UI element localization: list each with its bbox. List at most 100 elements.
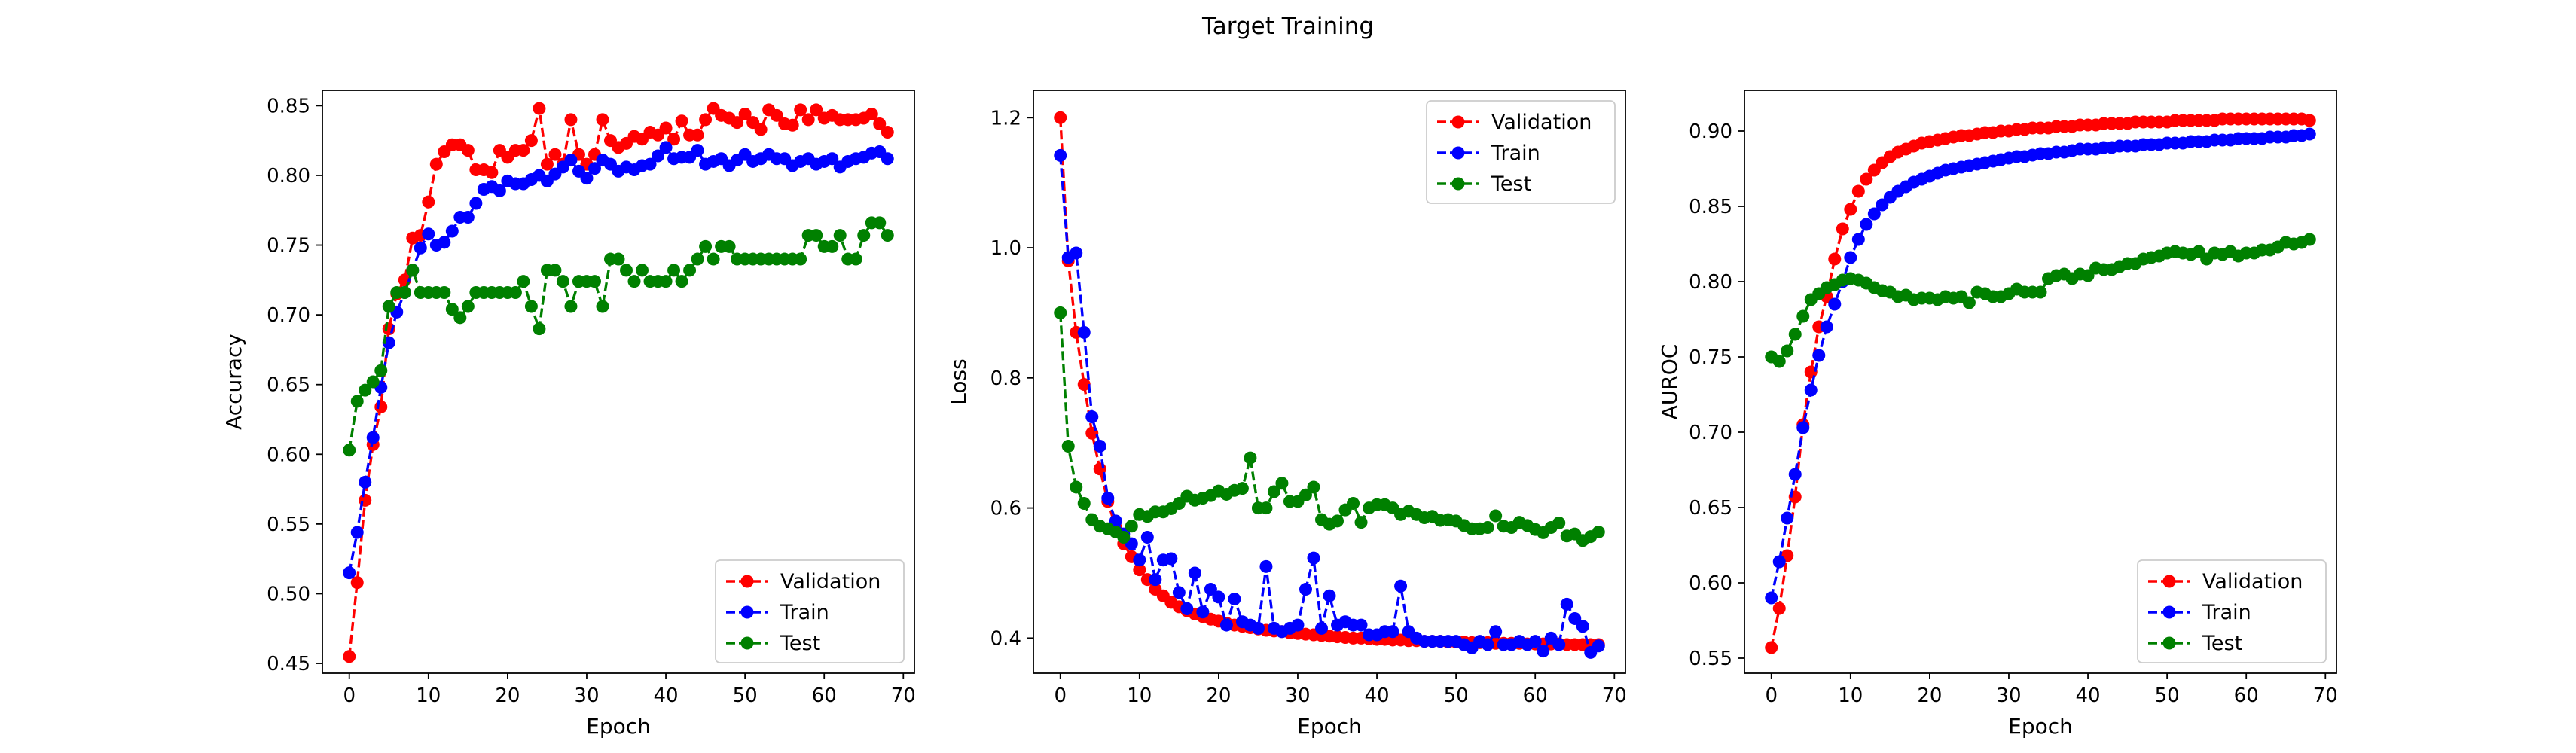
accuracy-validation-point	[699, 113, 713, 127]
accuracy-test-point	[524, 300, 538, 313]
loss-train-point	[1259, 559, 1273, 573]
loss-validation-point	[1054, 111, 1067, 124]
loss-x-axis-label: Epoch	[1297, 714, 1362, 739]
accuracy-y-tick-label: 0.85	[267, 95, 310, 117]
accuracy-validation-point	[533, 102, 546, 115]
loss-train-point	[1172, 586, 1186, 599]
auroc-legend-test-label: Test	[2202, 632, 2242, 655]
auroc-y-axis-label: AUROC	[1657, 344, 1682, 420]
accuracy-legend-validation-swatch-marker	[740, 575, 754, 588]
accuracy-legend-test-label: Test	[780, 632, 820, 655]
loss-train-point	[1109, 514, 1122, 528]
auroc-validation-point	[1765, 641, 1778, 654]
loss-train-point	[1291, 618, 1305, 632]
loss-y-tick-label: 1.0	[990, 237, 1021, 260]
auroc-y-tick-label: 0.75	[1689, 346, 1732, 369]
accuracy-test-point	[683, 264, 697, 277]
loss-x-tick-label: 70	[1602, 684, 1627, 707]
accuracy-train-point	[366, 431, 380, 444]
loss-x-tick-label: 50	[1444, 684, 1469, 707]
accuracy-validation-point	[691, 128, 704, 142]
loss-test-point	[1347, 497, 1360, 511]
loss-test-point	[1307, 480, 1320, 494]
accuracy-y-tick-label: 0.50	[267, 583, 310, 605]
accuracy-test-point	[588, 275, 601, 288]
accuracy-validation-point	[873, 117, 887, 130]
auroc-validation-point	[1867, 163, 1881, 177]
accuracy-train-line	[348, 145, 889, 574]
accuracy-validation-point	[517, 144, 530, 157]
accuracy-test-point	[620, 264, 633, 277]
auroc-train-point	[1867, 207, 1881, 221]
accuracy-panel: 0 10 20 30 40 50 60 70 0.45 0.50 0.55 0.60 0.65 0.70 0…	[221, 90, 916, 739]
accuracy-validation-point	[794, 103, 807, 117]
accuracy-test-point	[826, 239, 839, 253]
accuracy-train-point	[461, 211, 475, 224]
accuracy-y-axis-label: Accuracy	[221, 334, 246, 430]
loss-train-point	[1314, 621, 1328, 635]
accuracy-train-point	[643, 157, 657, 171]
loss-test-point	[1267, 485, 1280, 498]
accuracy-train-point	[438, 236, 451, 249]
loss-train-point	[1149, 573, 1162, 587]
auroc-legend: Validation Train Test	[2137, 559, 2327, 663]
loss-train-line	[1059, 155, 1600, 655]
loss-train-point	[1204, 583, 1217, 596]
accuracy-y-tick-label: 0.45	[267, 653, 310, 675]
accuracy-validation-point	[564, 113, 578, 127]
loss-train-point	[1219, 618, 1233, 632]
accuracy-legend-validation-label: Validation	[780, 570, 881, 593]
accuracy-test-point	[667, 264, 681, 277]
loss-train-point	[1299, 583, 1312, 596]
accuracy-test-point	[810, 229, 823, 242]
loss-train-point	[1228, 593, 1241, 606]
accuracy-test-point	[564, 300, 578, 313]
accuracy-validation-point	[461, 144, 475, 157]
loss-x-tick-label: 10	[1127, 684, 1152, 707]
accuracy-test-point	[406, 264, 420, 277]
loss-train-point	[1307, 551, 1320, 565]
accuracy-plot-area	[343, 102, 894, 663]
loss-test-point	[1061, 440, 1075, 453]
accuracy-test-point	[699, 239, 713, 253]
loss-legend-validation-swatch-marker	[1451, 115, 1465, 129]
loss-legend-train-label: Train	[1491, 142, 1540, 165]
accuracy-test-point	[445, 303, 459, 316]
auroc-test-point	[2034, 285, 2047, 299]
accuracy-x-tick-label: 70	[891, 684, 916, 707]
accuracy-train-point	[350, 526, 364, 539]
accuracy-test-point	[707, 252, 720, 266]
loss-train-point	[1164, 552, 1178, 566]
loss-plot-area	[1054, 111, 1605, 659]
accuracy-test-point	[350, 395, 364, 408]
accuracy-x-tick-label: 30	[574, 684, 599, 707]
loss-panel: 0 10 20 30 40 50 60 70 0.4 0.6 0.8 1.0 1.2 Epoch Loss V…	[946, 90, 1627, 739]
accuracy-y-tick-label: 0.65	[267, 374, 310, 397]
accuracy-x-tick-label: 20	[495, 684, 520, 707]
accuracy-validation-point	[524, 134, 538, 148]
loss-train-point	[1140, 530, 1154, 544]
accuracy-train-point	[469, 197, 483, 210]
loss-train-point	[1133, 553, 1146, 567]
loss-train-point	[1180, 602, 1194, 615]
auroc-train-point	[1812, 349, 1826, 362]
auroc-y-tick-label: 0.65	[1689, 497, 1732, 520]
auroc-x-tick-label: 50	[2155, 684, 2180, 707]
loss-train-point	[1592, 639, 1605, 653]
loss-y-tick-label: 1.2	[990, 107, 1021, 130]
accuracy-validation-point	[738, 107, 752, 120]
auroc-axes-frame	[1744, 90, 2337, 674]
accuracy-validation-point	[374, 400, 388, 413]
loss-test-point	[1481, 521, 1494, 534]
accuracy-train-point	[580, 172, 594, 185]
accuracy-legend: Validation Train Test	[715, 559, 905, 663]
accuracy-train-point	[881, 152, 894, 166]
auroc-validation-point	[1804, 365, 1818, 379]
accuracy-validation-point	[659, 121, 673, 135]
accuracy-test-point	[359, 383, 372, 397]
loss-train-point	[1576, 620, 1589, 633]
accuracy-validation-point	[540, 157, 554, 171]
accuracy-validation-point	[675, 114, 688, 128]
auroc-x-axis-label: Epoch	[2008, 714, 2073, 739]
auroc-validation-point	[2303, 114, 2316, 127]
